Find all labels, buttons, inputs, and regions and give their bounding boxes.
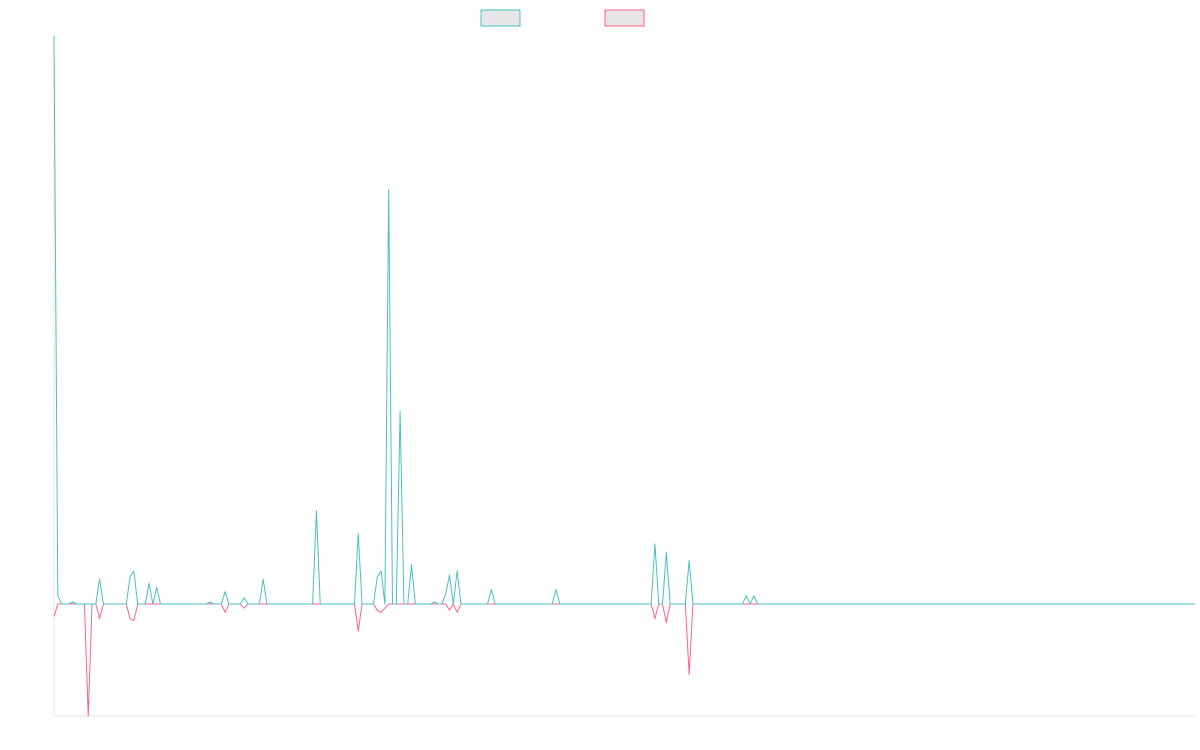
series-line-a bbox=[53, 35, 1195, 605]
legend bbox=[480, 9, 645, 27]
legend-swatch-series-b[interactable] bbox=[604, 9, 645, 27]
legend-swatch-series-a[interactable] bbox=[480, 9, 521, 27]
plot-area bbox=[53, 35, 1195, 717]
series-line-b bbox=[53, 603, 1195, 717]
